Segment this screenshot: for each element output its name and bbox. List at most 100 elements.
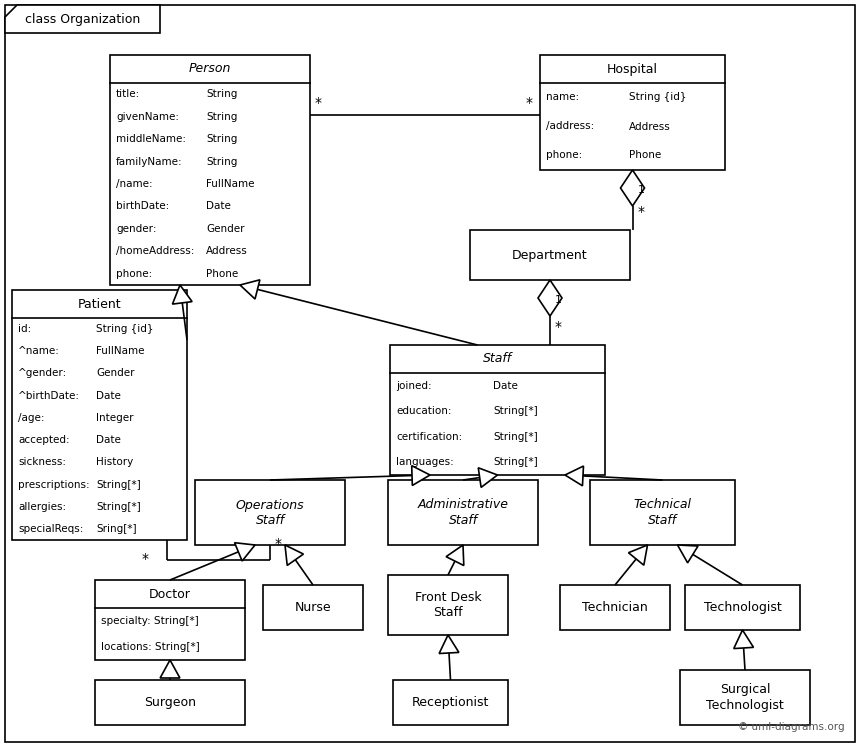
Bar [263,585,363,630]
Text: Nurse: Nurse [295,601,331,614]
Text: middleName:: middleName: [116,134,186,144]
Bar [110,55,310,285]
Text: /homeAddress:: /homeAddress: [116,247,194,256]
Text: Date: Date [206,202,230,211]
Text: accepted:: accepted: [18,435,70,445]
Bar [680,670,810,725]
Text: Surgical
Technologist: Surgical Technologist [706,684,783,711]
Polygon shape [565,466,583,486]
Text: String: String [206,111,237,122]
Bar [590,480,735,545]
Text: familyName:: familyName: [116,157,182,167]
Text: © uml-diagrams.org: © uml-diagrams.org [739,722,845,732]
Text: Date: Date [96,391,121,400]
Text: String[*]: String[*] [493,457,538,468]
Polygon shape [446,545,464,565]
Polygon shape [285,545,304,565]
Text: String: String [206,157,237,167]
Polygon shape [173,285,192,304]
Polygon shape [240,280,260,299]
Bar [685,585,800,630]
Text: joined:: joined: [396,381,432,391]
Text: education:: education: [396,406,452,416]
Text: Gender: Gender [206,224,244,234]
Text: ^name:: ^name: [18,347,60,356]
Text: phone:: phone: [116,269,152,279]
Text: title:: title: [116,89,140,99]
Text: Administrative
Staff: Administrative Staff [417,498,508,527]
Text: *: * [315,96,322,110]
Text: Receptionist: Receptionist [412,696,489,709]
Text: String: String [206,134,237,144]
Text: *: * [142,552,149,566]
Text: String[*]: String[*] [493,406,538,416]
Text: allergies:: allergies: [18,502,66,512]
Polygon shape [235,543,255,561]
Text: Patient: Patient [77,297,121,311]
Text: Department: Department [513,249,588,261]
Bar [470,230,630,280]
Text: givenName:: givenName: [116,111,179,122]
Text: Staff: Staff [483,353,512,365]
Text: birthDate:: birthDate: [116,202,169,211]
Text: Address: Address [206,247,248,256]
Text: Phone: Phone [629,150,661,161]
Text: certification:: certification: [396,432,463,441]
Text: Phone: Phone [206,269,238,279]
Text: FullName: FullName [96,347,144,356]
Text: Technologist: Technologist [703,601,782,614]
Text: gender:: gender: [116,224,157,234]
Text: /name:: /name: [116,179,152,189]
Text: name:: name: [546,93,579,102]
Text: languages:: languages: [396,457,454,468]
Text: Gender: Gender [96,368,134,379]
Polygon shape [478,468,497,487]
Text: specialty: String[*]: specialty: String[*] [101,616,199,626]
Text: Technician: Technician [582,601,648,614]
Bar [390,345,605,475]
Text: 1: 1 [637,185,644,195]
Polygon shape [734,630,753,648]
Text: class Organization: class Organization [25,13,140,25]
Text: Address: Address [629,122,671,131]
Text: 1: 1 [555,295,562,305]
Text: String[*]: String[*] [96,480,141,489]
Polygon shape [538,280,562,316]
Bar [95,580,245,660]
Text: String {id}: String {id} [96,324,153,334]
Text: sickness:: sickness: [18,457,66,468]
Text: Person: Person [189,63,231,75]
Text: /age:: /age: [18,413,45,423]
Text: String {id}: String {id} [629,93,686,102]
Text: String: String [206,89,237,99]
Polygon shape [621,170,644,206]
Bar [95,680,245,725]
Text: Integer: Integer [96,413,133,423]
Polygon shape [629,545,648,565]
Text: *: * [275,537,282,551]
Text: ^gender:: ^gender: [18,368,67,379]
Polygon shape [678,545,698,563]
Text: phone:: phone: [546,150,582,161]
Text: locations: String[*]: locations: String[*] [101,642,200,652]
Bar [540,55,725,170]
Text: id:: id: [18,324,31,334]
Bar [388,480,538,545]
Text: String[*]: String[*] [493,432,538,441]
Text: /address:: /address: [546,122,594,131]
Text: *: * [526,96,533,110]
Text: Sring[*]: Sring[*] [96,524,137,534]
Bar [12,290,187,540]
Bar [195,480,345,545]
Bar [393,680,508,725]
Text: String[*]: String[*] [96,502,141,512]
Polygon shape [5,5,160,33]
Polygon shape [412,465,430,486]
Bar [560,585,670,630]
Text: *: * [555,320,562,334]
Text: Technical
Staff: Technical Staff [634,498,691,527]
Text: History: History [96,457,133,468]
Text: FullName: FullName [206,179,255,189]
Text: Front Desk
Staff: Front Desk Staff [415,591,482,619]
Text: ^birthDate:: ^birthDate: [18,391,80,400]
